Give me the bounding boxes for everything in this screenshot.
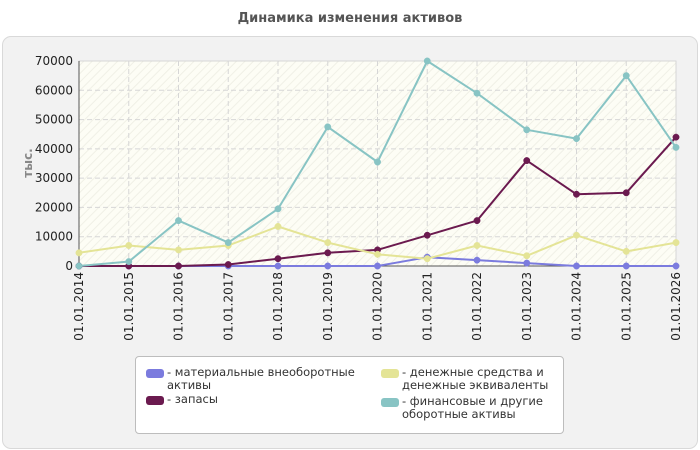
data-point[interactable] (573, 135, 580, 143)
x-tick-label: 01.01.2020 (371, 272, 385, 341)
data-point[interactable] (224, 261, 232, 268)
legend-entry-3[interactable]: - денежные средства и денежные эквивален… (381, 366, 556, 392)
data-point[interactable] (523, 259, 531, 267)
legend-swatch (381, 398, 399, 407)
y-tick-label: 50000 (35, 113, 73, 127)
data-point[interactable] (473, 256, 481, 264)
data-point[interactable] (374, 158, 381, 166)
data-point[interactable] (672, 143, 680, 151)
legend-label: - запасы (167, 392, 218, 406)
legend-entry-1[interactable]: - материальные внеоборотные активы (146, 366, 371, 392)
y-axis-label: тыс. (21, 148, 35, 177)
legend-entry-4[interactable]: - финансовые и другие оборотные активы (381, 395, 556, 421)
x-tick-label: 01.01.2019 (321, 272, 335, 341)
data-point[interactable] (473, 242, 481, 249)
x-tick-label: 01.01.2024 (570, 272, 584, 341)
data-point[interactable] (672, 133, 680, 141)
data-point[interactable] (324, 262, 332, 270)
data-point[interactable] (274, 205, 282, 213)
legend-swatch (146, 396, 164, 405)
x-tick-label: 01.01.2021 (420, 272, 434, 341)
data-point[interactable] (175, 262, 182, 270)
data-point[interactable] (274, 255, 282, 263)
data-point[interactable] (324, 239, 332, 247)
data-point[interactable] (473, 217, 481, 225)
data-point[interactable] (125, 242, 133, 249)
data-point[interactable] (672, 262, 680, 270)
y-tick-label: 20000 (35, 200, 73, 214)
legend-label: - денежные средства и денежные эквивален… (402, 365, 549, 392)
data-point[interactable] (374, 250, 381, 258)
x-tick-label: 01.01.2025 (619, 272, 633, 341)
data-point[interactable] (573, 262, 580, 270)
chart-title: Динамика изменения активов (237, 11, 463, 26)
legend-swatch (381, 369, 399, 378)
data-point[interactable] (573, 190, 580, 198)
data-point[interactable] (423, 57, 431, 65)
data-point[interactable] (622, 262, 630, 270)
x-tick-label: 01.01.2018 (271, 272, 285, 341)
data-point[interactable] (672, 239, 680, 247)
data-point[interactable] (523, 252, 531, 260)
y-tick-label: 40000 (35, 142, 73, 156)
data-point[interactable] (175, 246, 182, 254)
legend-entry-2[interactable]: - запасы (146, 393, 371, 406)
data-point[interactable] (274, 223, 282, 230)
data-point[interactable] (523, 126, 531, 134)
y-tick-label: 30000 (35, 171, 73, 185)
legend-swatch (146, 369, 164, 378)
chart-legend: - материальные внеоборотные активы - дене… (135, 356, 564, 434)
data-point[interactable] (175, 217, 182, 225)
x-tick-label: 01.01.2023 (520, 272, 534, 341)
data-point[interactable] (622, 247, 630, 255)
legend-label: - материальные внеоборотные активы (167, 365, 355, 392)
data-point[interactable] (75, 262, 83, 270)
legend-label: - финансовые и другие оборотные активы (402, 394, 543, 421)
data-point[interactable] (622, 72, 630, 80)
y-tick-label: 60000 (35, 83, 73, 97)
data-point[interactable] (622, 189, 630, 197)
data-point[interactable] (374, 262, 381, 270)
data-point[interactable] (573, 231, 580, 239)
data-point[interactable] (75, 249, 83, 257)
x-tick-label: 01.01.2014 (72, 272, 86, 341)
data-point[interactable] (324, 123, 332, 131)
x-tick-label: 01.01.2017 (221, 272, 235, 341)
x-tick-label: 01.01.2026 (669, 272, 683, 341)
data-point[interactable] (324, 249, 332, 257)
data-point[interactable] (523, 157, 531, 165)
data-point[interactable] (473, 89, 481, 97)
y-tick-label: 70000 (35, 54, 73, 68)
y-tick-label: 10000 (35, 230, 73, 244)
y-tick-label: 0 (65, 259, 73, 273)
x-tick-label: 01.01.2015 (122, 272, 136, 341)
data-point[interactable] (125, 258, 133, 266)
data-point[interactable] (423, 255, 431, 263)
x-tick-label: 01.01.2016 (172, 272, 186, 341)
data-point[interactable] (224, 239, 232, 247)
x-tick-label: 01.01.2022 (470, 272, 484, 341)
data-point[interactable] (423, 231, 431, 239)
data-point[interactable] (274, 262, 282, 270)
